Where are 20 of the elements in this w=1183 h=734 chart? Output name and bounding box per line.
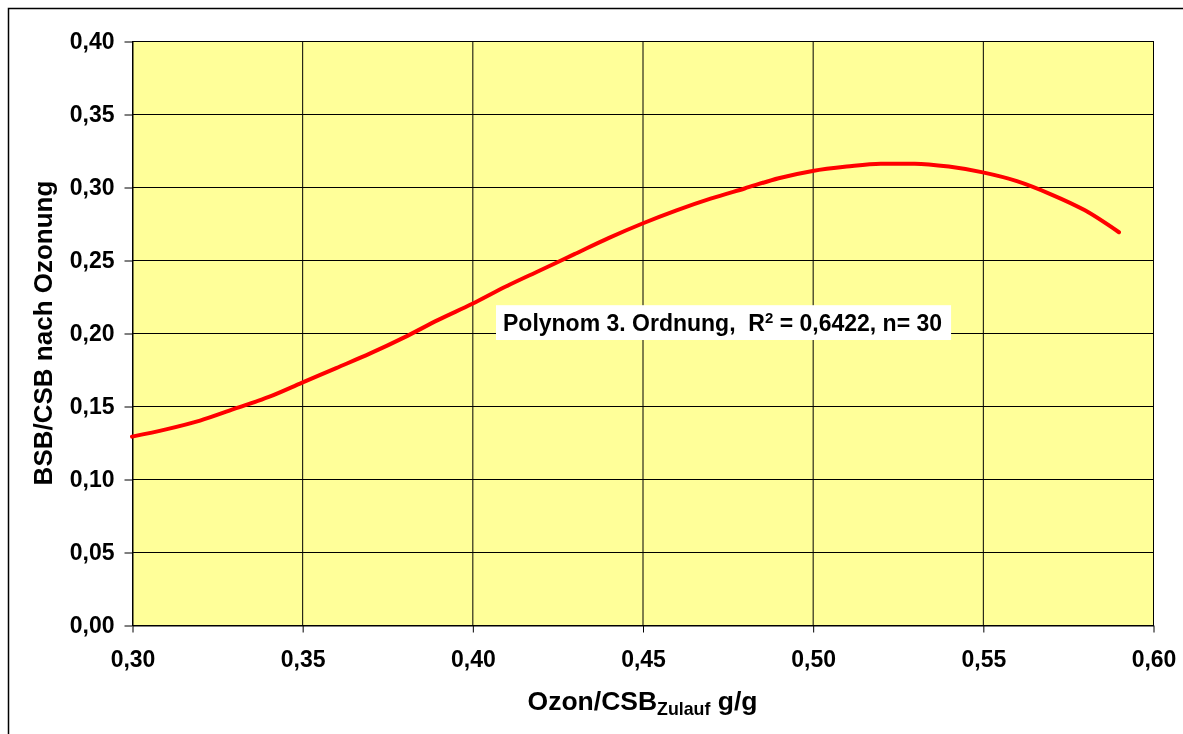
y-tick-label: 0,15 — [69, 393, 115, 420]
y-tick-label: 0,30 — [69, 174, 115, 201]
x-tick-label: 0,50 — [791, 645, 837, 672]
y-tick-label: 0,25 — [69, 247, 115, 274]
x-tick-label: 0,45 — [621, 645, 667, 672]
y-tick-label: 0,00 — [69, 612, 115, 639]
y-tick-label: 0,35 — [69, 101, 115, 128]
annotation: Polynom 3. Ordnung, R$^{2}$ = 0,6422, n= 30 — [503, 309, 943, 336]
x-tick-label: 0,30 — [110, 645, 156, 672]
x-tick-label: 0,55 — [961, 645, 1007, 672]
y-tick-label: 0,20 — [69, 320, 115, 347]
y-tick-label: 0,10 — [69, 466, 115, 493]
x-tick-label: 0,35 — [280, 645, 326, 672]
x-tick-label: 0,60 — [1131, 645, 1177, 672]
x-tick-label: 0,40 — [450, 645, 496, 672]
y-axis-title: BSB/CSB nach Ozonung — [28, 180, 58, 486]
y-tick-label: 0,05 — [69, 539, 115, 566]
y-tick-label: 0,40 — [69, 28, 115, 55]
x-axis-title: Ozon/CSB$_{Zulauf}$ g/g — [527, 686, 758, 720]
line-series — [130, 161, 1121, 439]
